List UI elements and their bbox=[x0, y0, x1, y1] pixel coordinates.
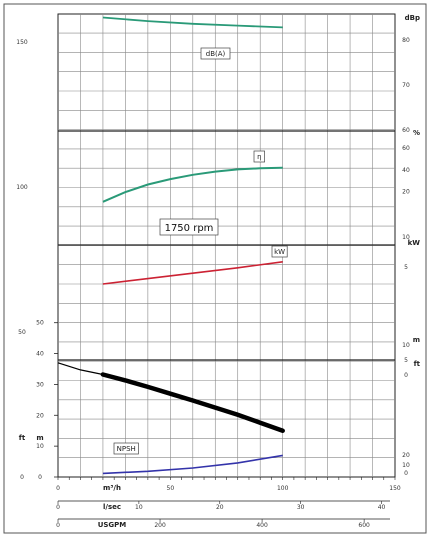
secondary-x-axis-tick-label: 600 bbox=[358, 522, 370, 529]
x-axis-tick-label: 0 bbox=[56, 485, 60, 492]
secondary-x-axis-tick-label: 30 bbox=[297, 504, 305, 511]
right-axis-unit-0: dBp bbox=[405, 14, 420, 22]
secondary-x-axis-unit: l/sec bbox=[103, 503, 121, 511]
label-dba-box bbox=[200, 47, 231, 60]
label-dba-text: dB(A) bbox=[206, 50, 226, 58]
x-axis-unit: m³/h bbox=[103, 484, 121, 492]
x-axis-tick-label: 50 bbox=[167, 485, 175, 492]
right-axis-tick-label: 60 bbox=[402, 127, 410, 134]
label-dba: dB(A) bbox=[200, 47, 231, 60]
series-line-npsh bbox=[102, 454, 283, 475]
right-axis-tick-label: 10 bbox=[402, 234, 410, 241]
right-axis-tick-label: 0 bbox=[404, 372, 408, 379]
right-axis-tick-label: 70 bbox=[402, 82, 410, 89]
series-line-head bbox=[100, 372, 285, 433]
head-m-unit: m bbox=[36, 434, 43, 442]
head-ft-unit: ft bbox=[19, 434, 26, 442]
right-axis-unit-4: ft bbox=[414, 360, 421, 368]
x-axis-tick-label: 100 bbox=[277, 485, 289, 492]
head-m-tick-label: 50 bbox=[36, 320, 44, 327]
right-axis-tick-label: 40 bbox=[402, 167, 410, 174]
label-eta-box bbox=[253, 150, 265, 163]
label-npsh-box bbox=[113, 442, 139, 455]
label-eta: η bbox=[253, 150, 265, 163]
secondary-x-axis-unit: USGPM bbox=[98, 521, 127, 529]
head-m-tick-label: 40 bbox=[36, 351, 44, 358]
speed-label-text: 1750 rpm bbox=[165, 223, 214, 234]
secondary-x-axis-tick-label: 400 bbox=[256, 522, 268, 529]
secondary-x-axis-tick-label: 40 bbox=[378, 504, 386, 511]
curve-labels: dB(A) η kW NPSH 1750 rpm bbox=[113, 47, 288, 455]
label-npsh-text: NPSH bbox=[117, 445, 136, 453]
head-ft-tick-label: 100 bbox=[16, 184, 28, 191]
label-npsh: NPSH bbox=[113, 442, 139, 455]
right-axis-tick-label: 10 bbox=[402, 462, 410, 469]
head-ft-tick-label: 50 bbox=[18, 329, 26, 336]
right-axis-unit-3: m bbox=[413, 336, 420, 344]
head-curve-extension bbox=[57, 362, 104, 376]
label-kw: kW bbox=[271, 245, 288, 258]
right-axis-unit-2: kW bbox=[408, 239, 421, 247]
secondary-x-axis-tick-label: 200 bbox=[154, 522, 166, 529]
series-line-kw bbox=[102, 261, 283, 285]
right-axis-tick-label: 5 bbox=[404, 357, 408, 364]
x-axis-tick-label: 150 bbox=[389, 485, 401, 492]
right-axis-tick-label: 20 bbox=[402, 188, 410, 195]
series-line-dba bbox=[102, 16, 283, 29]
secondary-x-axis-tick-label: 10 bbox=[135, 504, 143, 511]
right-axis-tick-label: 10 bbox=[402, 342, 410, 349]
speed-label: 1750 rpm bbox=[159, 218, 219, 236]
secondary-x-axis-tick-label: 0 bbox=[56, 504, 60, 511]
head-m-tick-label: 30 bbox=[36, 381, 44, 388]
label-kw-box bbox=[271, 245, 288, 258]
right-axis-tick-label: 20 bbox=[402, 452, 410, 459]
right-axis-tick-label: 5 bbox=[404, 264, 408, 271]
curves bbox=[57, 16, 285, 475]
label-kw-text: kW bbox=[274, 248, 285, 256]
label-eta-text: η bbox=[257, 153, 261, 161]
right-axis-tick-label: 60 bbox=[402, 145, 410, 152]
head-m-tick-label: 0 bbox=[38, 474, 42, 481]
secondary-x-axis-tick-label: 20 bbox=[216, 504, 224, 511]
right-axis-tick-label: 80 bbox=[402, 37, 410, 44]
head-ft-tick-label: 150 bbox=[16, 39, 28, 46]
head-ft-tick-label: 0 bbox=[20, 474, 24, 481]
head-m-tick-label: 10 bbox=[36, 443, 44, 450]
right-axis-unit-1: % bbox=[413, 129, 420, 137]
head-m-tick-label: 20 bbox=[36, 412, 44, 419]
speed-label-box bbox=[159, 218, 219, 236]
series-line- bbox=[102, 166, 283, 203]
grid bbox=[57, 13, 396, 478]
secondary-x-axis-tick-label: 0 bbox=[56, 522, 60, 529]
right-axis-tick-label: 0 bbox=[404, 470, 408, 477]
